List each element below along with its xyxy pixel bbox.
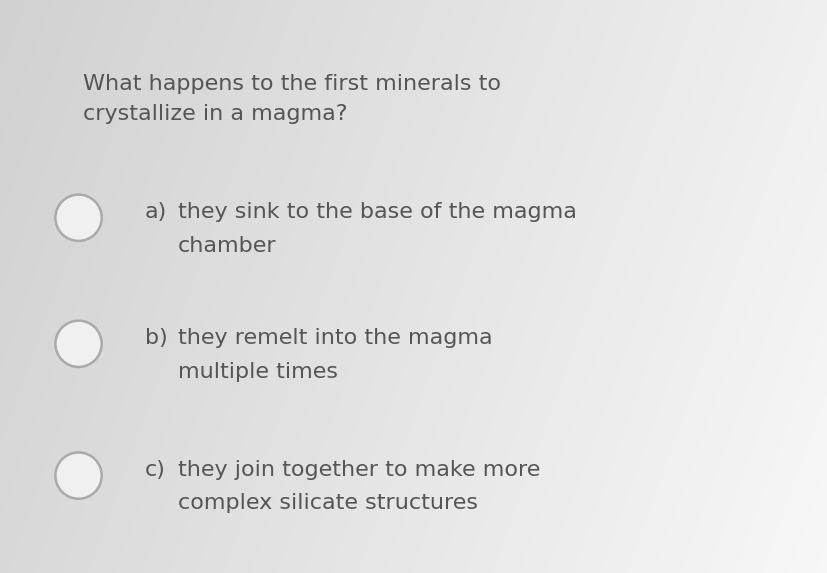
Text: c): c) [145,460,165,480]
Text: they join together to make more: they join together to make more [178,460,540,480]
Ellipse shape [55,453,102,499]
Text: complex silicate structures: complex silicate structures [178,493,478,513]
Text: What happens to the first minerals to
crystallize in a magma?: What happens to the first minerals to cr… [83,74,500,124]
Text: chamber: chamber [178,236,276,256]
Text: multiple times: multiple times [178,362,337,382]
Ellipse shape [55,195,102,241]
Text: they sink to the base of the magma: they sink to the base of the magma [178,202,576,222]
Text: they remelt into the magma: they remelt into the magma [178,328,492,348]
Ellipse shape [55,321,102,367]
Text: b): b) [145,328,168,348]
Text: a): a) [145,202,167,222]
